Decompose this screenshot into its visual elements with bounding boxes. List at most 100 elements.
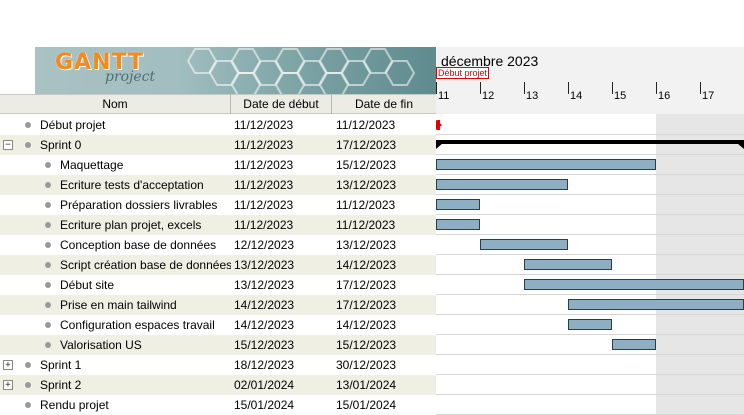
task-start-date[interactable]: 11/12/2023 — [234, 178, 294, 192]
task-bullet-icon — [45, 282, 51, 288]
gantt-row-line — [436, 314, 744, 315]
task-name[interactable]: Sprint 0 — [40, 138, 82, 152]
gantt-row-line — [436, 154, 744, 155]
task-end-date[interactable]: 15/12/2023 — [336, 338, 397, 352]
task-bullet-icon — [45, 342, 51, 348]
task-start-date[interactable]: 14/12/2023 — [234, 298, 295, 312]
task-start-date[interactable]: 14/12/2023 — [234, 318, 295, 332]
gantt-row-line — [436, 214, 744, 215]
task-bar[interactable] — [524, 279, 744, 290]
column-header-end[interactable]: Date de fin — [354, 97, 414, 111]
task-name[interactable]: Script création base de données — [60, 258, 231, 272]
task-row[interactable]: Rendu projet 15/01/2024 15/01/2024 — [0, 395, 436, 415]
day-tick — [612, 82, 613, 94]
task-name[interactable]: Prise en main tailwind — [60, 298, 177, 312]
task-start-date[interactable]: 11/12/2023 — [234, 198, 294, 212]
task-start-date[interactable]: 13/12/2023 — [234, 258, 295, 272]
task-end-date[interactable]: 17/12/2023 — [336, 138, 397, 152]
task-name[interactable]: Ecriture tests d'acceptation — [60, 178, 204, 192]
task-start-date[interactable]: 15/12/2023 — [234, 338, 295, 352]
task-row[interactable]: Début projet 11/12/2023 11/12/2023 — [0, 115, 436, 135]
task-end-date[interactable]: 13/12/2023 — [336, 178, 397, 192]
task-row[interactable]: + Sprint 2 02/01/2024 13/01/2024 — [0, 375, 436, 395]
logo-sub-text: project — [105, 69, 156, 85]
column-header-name[interactable]: Nom — [0, 95, 231, 114]
task-start-date[interactable]: 11/12/2023 — [234, 118, 294, 132]
task-bar[interactable] — [436, 199, 480, 210]
day-label: 17 — [702, 90, 715, 102]
task-bar[interactable] — [568, 299, 744, 310]
task-start-date[interactable]: 13/12/2023 — [234, 278, 295, 292]
task-name[interactable]: Conception base de données — [60, 238, 217, 252]
task-end-date[interactable]: 14/12/2023 — [336, 318, 397, 332]
summary-start-cap — [436, 143, 443, 149]
task-end-date[interactable]: 17/12/2023 — [336, 278, 397, 292]
task-name[interactable]: Maquettage — [60, 158, 124, 172]
task-row[interactable]: Configuration espaces travail 14/12/2023 1… — [0, 315, 436, 335]
task-name[interactable]: Ecriture plan projet, excels — [60, 218, 202, 232]
task-bar[interactable] — [612, 339, 656, 350]
task-end-date[interactable]: 30/12/2023 — [336, 358, 397, 372]
task-end-date[interactable]: 13/01/2024 — [336, 378, 397, 392]
collapse-icon[interactable]: − — [3, 140, 13, 150]
task-start-date[interactable]: 18/12/2023 — [234, 358, 295, 372]
task-bar[interactable] — [480, 239, 568, 250]
task-name[interactable]: Valorisation US — [60, 338, 142, 352]
task-bar[interactable] — [436, 179, 568, 190]
task-bullet-icon — [45, 322, 51, 328]
gantt-project-logo: GANTT project — [35, 47, 436, 94]
task-row[interactable]: − Sprint 0 11/12/2023 17/12/2023 — [0, 135, 436, 155]
task-name[interactable]: Début site — [60, 278, 115, 292]
task-start-date[interactable]: 11/12/2023 — [234, 218, 294, 232]
task-row[interactable]: Script création base de données 13/12/202… — [0, 255, 436, 275]
task-bar[interactable] — [568, 319, 612, 330]
gantt-row-line — [436, 254, 744, 255]
task-end-date[interactable]: 15/01/2024 — [336, 398, 397, 412]
task-end-date[interactable]: 13/12/2023 — [336, 238, 397, 252]
day-tick — [524, 82, 525, 94]
task-row[interactable]: Maquettage 11/12/2023 15/12/2023 — [0, 155, 436, 175]
task-row[interactable]: Préparation dossiers livrables 11/12/2023… — [0, 195, 436, 215]
task-start-date[interactable]: 11/12/2023 — [234, 138, 294, 152]
timeline-month-label: décembre 2023 — [441, 53, 539, 69]
task-bullet-icon — [25, 142, 31, 148]
day-label: 13 — [526, 90, 539, 102]
task-name[interactable]: Rendu projet — [40, 398, 109, 412]
task-row[interactable]: Ecriture plan projet, excels 11/12/2023 11… — [0, 215, 436, 235]
task-bullet-icon — [45, 162, 51, 168]
task-end-date[interactable]: 11/12/2023 — [336, 118, 396, 132]
day-label: 16 — [658, 90, 671, 102]
grid-header: Nom Date de début Date de fin — [0, 94, 436, 114]
task-bar[interactable] — [436, 159, 656, 170]
task-row[interactable]: Prise en main tailwind 14/12/2023 17/12/20… — [0, 295, 436, 315]
task-start-date[interactable]: 11/12/2023 — [234, 158, 294, 172]
task-row[interactable]: + Sprint 1 18/12/2023 30/12/2023 — [0, 355, 436, 375]
day-label: 14 — [570, 90, 583, 102]
task-start-date[interactable]: 12/12/2023 — [234, 238, 295, 252]
task-name[interactable]: Préparation dossiers livrables — [60, 198, 218, 212]
task-name[interactable]: Début projet — [40, 118, 106, 132]
column-header-start[interactable]: Date de début — [231, 95, 332, 114]
task-end-date[interactable]: 11/12/2023 — [336, 218, 396, 232]
task-name[interactable]: Configuration espaces travail — [60, 318, 215, 332]
task-end-date[interactable]: 15/12/2023 — [336, 158, 397, 172]
task-row[interactable]: Valorisation US 15/12/2023 15/12/2023 — [0, 335, 436, 355]
task-end-date[interactable]: 14/12/2023 — [336, 258, 397, 272]
task-bullet-icon — [25, 402, 31, 408]
summary-bar[interactable] — [436, 140, 744, 144]
expand-icon[interactable]: + — [3, 360, 13, 370]
task-bar[interactable] — [524, 259, 612, 270]
task-name[interactable]: Sprint 1 — [40, 358, 82, 372]
task-end-date[interactable]: 17/12/2023 — [336, 298, 397, 312]
task-start-date[interactable]: 02/01/2024 — [234, 378, 295, 392]
task-end-date[interactable]: 11/12/2023 — [336, 198, 396, 212]
task-name[interactable]: Sprint 2 — [40, 378, 82, 392]
task-start-date[interactable]: 15/01/2024 — [234, 398, 295, 412]
expand-icon[interactable]: + — [3, 380, 13, 390]
milestone-marker[interactable] — [436, 120, 442, 130]
task-bar[interactable] — [436, 219, 480, 230]
task-row[interactable]: Ecriture tests d'acceptation 11/12/2023 13… — [0, 175, 436, 195]
task-row[interactable]: Début site 13/12/2023 17/12/2023 — [0, 275, 436, 295]
task-row[interactable]: Conception base de données 12/12/2023 13/1… — [0, 235, 436, 255]
gantt-row-line — [436, 394, 744, 395]
